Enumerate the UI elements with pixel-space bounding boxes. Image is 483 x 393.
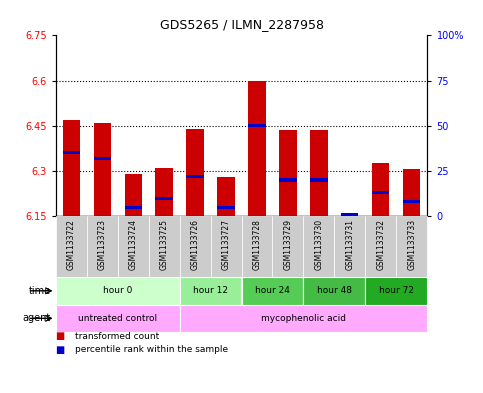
Bar [334, 216, 366, 277]
Text: mycophenolic acid: mycophenolic acid [261, 314, 346, 323]
Bar [180, 305, 427, 332]
Text: GSM1133724: GSM1133724 [128, 219, 138, 270]
Bar [62, 151, 80, 154]
Bar [280, 130, 297, 216]
Bar [372, 191, 389, 194]
Bar [86, 216, 117, 277]
Bar [341, 215, 358, 216]
Text: GSM1133729: GSM1133729 [284, 219, 293, 270]
Text: GSM1133727: GSM1133727 [222, 219, 230, 270]
Bar [217, 206, 235, 209]
Bar [117, 216, 149, 277]
Text: percentile rank within the sample: percentile rank within the sample [75, 345, 228, 354]
Bar [180, 277, 242, 305]
Text: GSM1133728: GSM1133728 [253, 219, 261, 270]
Text: GSM1133726: GSM1133726 [190, 219, 199, 270]
Bar [311, 178, 327, 182]
Bar [94, 157, 111, 160]
Bar [62, 120, 80, 216]
Text: GSM1133723: GSM1133723 [98, 219, 107, 270]
Bar [248, 124, 266, 127]
Bar [341, 213, 358, 216]
Bar [366, 216, 397, 277]
Text: GSM1133722: GSM1133722 [67, 219, 75, 270]
Bar [248, 81, 266, 216]
Bar [217, 177, 235, 216]
Text: GSM1133733: GSM1133733 [408, 219, 416, 270]
Bar [56, 216, 86, 277]
Bar [211, 216, 242, 277]
Bar [280, 178, 297, 182]
Bar [303, 277, 366, 305]
Bar [156, 196, 172, 200]
Text: ■: ■ [56, 345, 65, 355]
Text: GSM1133730: GSM1133730 [314, 219, 324, 270]
Text: GDS5265 / ILMN_2287958: GDS5265 / ILMN_2287958 [159, 18, 324, 31]
Bar [366, 277, 427, 305]
Text: hour 12: hour 12 [193, 286, 228, 295]
Bar [311, 130, 327, 216]
Bar [56, 277, 180, 305]
Bar [397, 216, 427, 277]
Text: GSM1133732: GSM1133732 [376, 219, 385, 270]
Text: untreated control: untreated control [78, 314, 157, 323]
Text: hour 24: hour 24 [255, 286, 290, 295]
Bar [242, 277, 303, 305]
Bar [242, 216, 272, 277]
Text: GSM1133731: GSM1133731 [345, 219, 355, 270]
Bar [372, 163, 389, 216]
Bar [403, 200, 421, 203]
Bar [125, 174, 142, 216]
Bar [403, 169, 421, 216]
Bar [156, 168, 172, 216]
Bar [125, 206, 142, 209]
Text: GSM1133725: GSM1133725 [159, 219, 169, 270]
Bar [149, 216, 180, 277]
Text: agent: agent [23, 313, 51, 323]
Bar [94, 123, 111, 216]
Text: time: time [28, 286, 51, 296]
Text: hour 72: hour 72 [379, 286, 414, 295]
Bar [186, 175, 203, 178]
Bar [272, 216, 303, 277]
Bar [180, 216, 211, 277]
Text: hour 0: hour 0 [103, 286, 132, 295]
Bar [303, 216, 334, 277]
Text: hour 48: hour 48 [317, 286, 352, 295]
Text: transformed count: transformed count [75, 332, 159, 341]
Bar [186, 129, 203, 216]
Bar [56, 305, 180, 332]
Text: ■: ■ [56, 331, 65, 341]
